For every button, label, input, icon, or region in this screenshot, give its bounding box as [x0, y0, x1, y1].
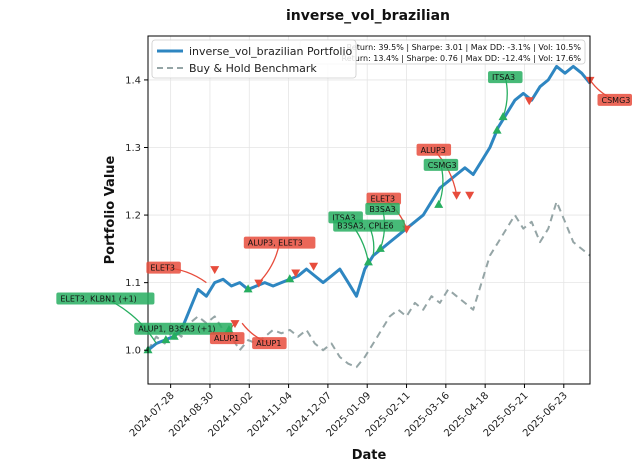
sell-marker [452, 191, 462, 200]
annotation-label-text: ELET3 [150, 264, 175, 273]
annotation-label-box [488, 71, 523, 84]
annotation-label: B3SA3, CPLE6 [333, 219, 405, 232]
chart-title: inverse_vol_brazilian [286, 8, 450, 24]
sell-marker [309, 262, 319, 271]
annotation-label-text: ELET3, KLBN1 (+1) [60, 294, 136, 303]
buy-marker [243, 284, 253, 293]
legend-label-portfolio: inverse_vol_brazilian Portfolio [189, 45, 353, 58]
buy-marker [492, 125, 502, 134]
annotation-label: ELET3 [366, 192, 402, 205]
annotation-label-box [333, 219, 405, 232]
annotation-label-box [252, 337, 287, 350]
sell-marker [254, 279, 264, 288]
buy-marker [161, 335, 171, 344]
annotation-label-box [146, 261, 181, 274]
sell-marker [524, 97, 534, 106]
annotation-label-text: ALUP1 [214, 334, 239, 343]
sell-marker [291, 269, 301, 278]
annotation-label-text: ALUP3, ELET3 [248, 239, 303, 248]
y-tick-label: 1.4 [125, 75, 141, 86]
annotation-label-text: CSMG3 [602, 96, 631, 105]
y-tick-label: 1.1 [125, 278, 141, 289]
annotation-label-box [365, 202, 400, 215]
plot-frame [147, 35, 591, 385]
y-tick-label: 1.0 [125, 346, 141, 357]
annotation-label: ITSA3 [488, 71, 523, 84]
annotation-label-text: CSMG3 [428, 161, 457, 170]
annotation-label-text: B3SA3, CPLE6 [337, 222, 393, 231]
x-axis-label: Date [352, 448, 387, 463]
annotation-label-box [134, 322, 233, 335]
annotation-label-text: B3SA3 [369, 205, 395, 214]
annotation-label: ELET3, KLBN1 (+1) [56, 292, 155, 305]
annotation-label-box [423, 158, 459, 171]
annotation-label: ALUP3 [416, 143, 452, 156]
annotation-label-text: ALUP3 [421, 146, 446, 155]
annotation-label-text: ITSA3 [492, 73, 515, 82]
annotation-label-box [597, 93, 632, 106]
annotation-label: CSMG3 [597, 93, 632, 106]
buy-marker [498, 112, 508, 121]
stats-line-benchmark: Return: 13.4% | Sharpe: 0.76 | Max DD: -… [342, 54, 582, 63]
annotation-label-box [243, 236, 316, 249]
annotation-label: CSMG3 [423, 158, 459, 171]
buy-marker [375, 243, 385, 252]
stats-line-portfolio: Return: 39.5% | Sharpe: 3.01 | Max DD: -… [347, 43, 582, 52]
legend-box [151, 39, 357, 79]
y-axis-ticks: 1.0 1.1 1.2 1.3 1.4 [125, 75, 148, 357]
buy-marker [169, 331, 179, 340]
annotation-label-box [416, 143, 452, 156]
sell-marker [230, 320, 240, 329]
y-tick-label: 1.2 [125, 211, 141, 222]
annotation-label-box [366, 192, 402, 205]
annotation-label: ELET3 [146, 261, 181, 274]
annotation-label: B3SA3 [365, 202, 400, 215]
sell-marker [210, 266, 220, 275]
annotation-label: ALUP1 [209, 332, 245, 345]
buy-marker [434, 199, 444, 208]
annotation-label-box [209, 332, 245, 345]
y-tick-label: 1.3 [125, 143, 141, 154]
annotation-label-text: ALUP1, B3SA3 (+1) [138, 325, 215, 334]
annotation-label-box [56, 292, 155, 305]
buy-marker [363, 257, 373, 266]
annotation-label: ALUP3, ELET3 [243, 236, 316, 249]
annotation-label-text: ALUP1 [256, 339, 281, 348]
annotation-label: ALUP1 [252, 337, 287, 350]
annotation-label-text: ELET3 [371, 195, 396, 204]
y-axis-label: Portfolio Value [103, 155, 118, 264]
annotation-label-text: ITSA3 [332, 213, 355, 222]
legend-label-benchmark: Buy & Hold Benchmark [189, 62, 317, 75]
sell-marker [465, 191, 475, 200]
annotation-label: ALUP1, B3SA3 (+1) [134, 322, 233, 335]
buy-marker [285, 274, 295, 283]
annotation-layer: ELET3, KLBN1 (+1) ALUP1, B3SA3 (+1) ELET3 A… [56, 71, 632, 350]
legend: inverse_vol_brazilian Portfolio Buy & Ho… [151, 39, 357, 79]
